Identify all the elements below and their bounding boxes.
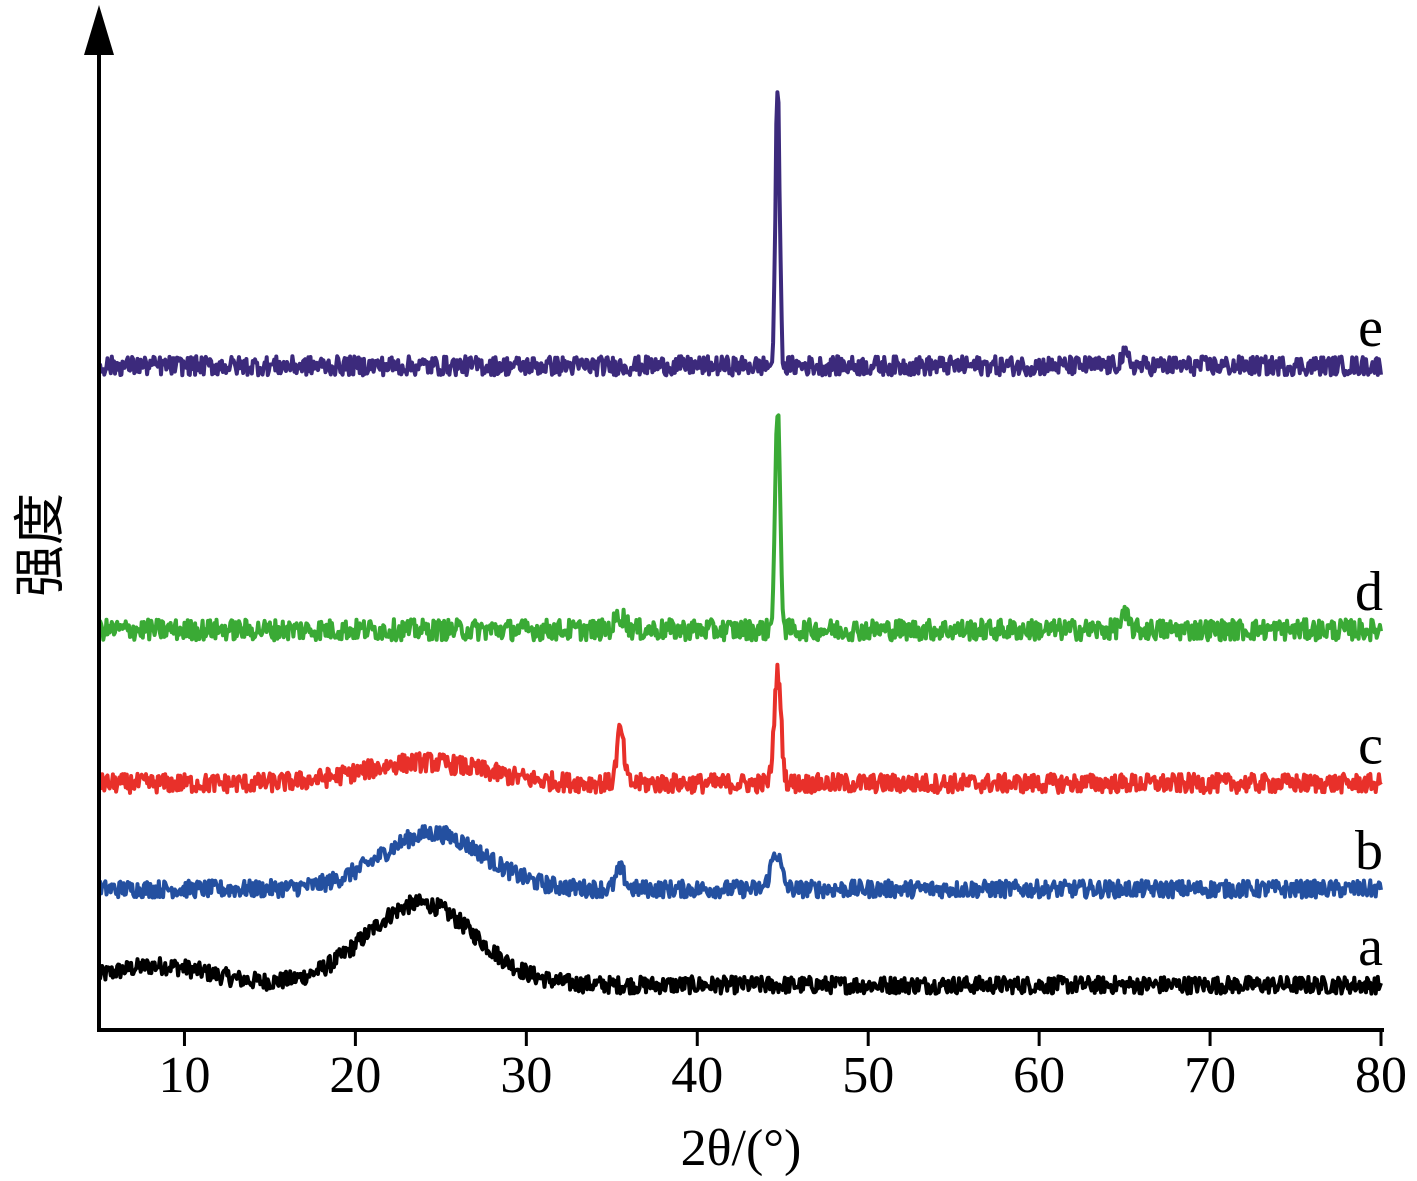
x-tick-label: 50 bbox=[842, 1047, 894, 1104]
series-a-trace bbox=[97, 893, 1383, 996]
series-b-label: b bbox=[1355, 820, 1383, 882]
x-tick-label: 10 bbox=[158, 1047, 210, 1104]
series-traces bbox=[97, 90, 1383, 996]
y-axis-title: 强度 bbox=[13, 493, 70, 597]
series-c-trace bbox=[97, 662, 1383, 795]
series-c-label: c bbox=[1358, 714, 1383, 776]
x-tick-label: 80 bbox=[1355, 1047, 1407, 1104]
series-d-label: d bbox=[1355, 561, 1383, 623]
series-e-label: e bbox=[1358, 297, 1383, 359]
x-axis-title: 2θ/(°) bbox=[681, 1120, 802, 1177]
series-d-trace bbox=[97, 413, 1383, 643]
x-tick-label: 40 bbox=[671, 1047, 723, 1104]
series-b-trace bbox=[97, 824, 1383, 900]
x-tick-label: 60 bbox=[1013, 1047, 1065, 1104]
y-axis-arrow bbox=[84, 5, 114, 55]
series-a-label: a bbox=[1358, 916, 1383, 978]
series-e-trace bbox=[97, 90, 1383, 378]
series-labels: abc d e bbox=[1355, 297, 1383, 978]
x-tick-label: 20 bbox=[329, 1047, 381, 1104]
x-tick-label: 30 bbox=[500, 1047, 552, 1104]
axes bbox=[84, 5, 1384, 1032]
x-tick-label: 70 bbox=[1184, 1047, 1236, 1104]
x-ticks: 10 20 30 40 50 60 70 80 bbox=[158, 1030, 1407, 1104]
